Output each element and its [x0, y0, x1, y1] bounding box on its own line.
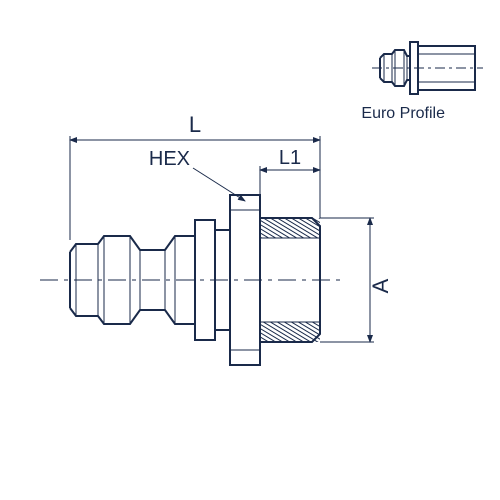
euro-profile-inset [372, 42, 483, 94]
label-hex: HEX [149, 148, 190, 170]
label-euro-profile: Euro Profile [361, 105, 445, 122]
technical-drawing: L L1 HEX A Euro Profile [0, 0, 500, 500]
label-L: L [189, 112, 201, 137]
label-A: A [368, 278, 393, 293]
label-L1: L1 [279, 147, 301, 169]
